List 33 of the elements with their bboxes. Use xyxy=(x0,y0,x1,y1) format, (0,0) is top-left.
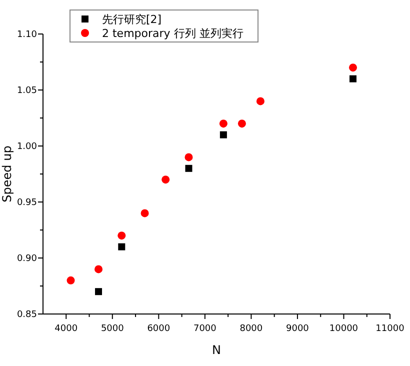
y-tick-label: 1.05 xyxy=(16,86,37,96)
point xyxy=(162,176,170,184)
point xyxy=(66,276,75,284)
x-tick-label: 9000 xyxy=(286,324,310,334)
point xyxy=(118,243,126,250)
y-tick-label: 0.95 xyxy=(16,198,37,208)
legend-label: 2 temporary 行列 並列実行 xyxy=(102,27,244,40)
point xyxy=(95,288,102,296)
point xyxy=(94,265,103,274)
point xyxy=(220,131,227,138)
point xyxy=(238,120,246,128)
x-tick-label: 11000 xyxy=(376,324,405,334)
y-tick-label: 0.90 xyxy=(16,254,38,264)
point xyxy=(140,209,149,218)
point xyxy=(118,232,126,240)
x-tick-label: 5000 xyxy=(100,324,124,334)
point xyxy=(185,164,192,172)
y-tick-label: 0.85 xyxy=(16,310,37,320)
x-tick-label: 10000 xyxy=(329,324,358,334)
point xyxy=(219,120,228,128)
x-tick-label: 4000 xyxy=(54,324,78,334)
point xyxy=(184,153,193,162)
x-tick-label: 8000 xyxy=(240,324,263,334)
y-tick-label: 1.00 xyxy=(16,142,38,152)
x-axis-title: N xyxy=(212,343,221,357)
point xyxy=(349,75,356,82)
point xyxy=(256,97,264,106)
x-tick-label: 7000 xyxy=(193,324,217,334)
point xyxy=(348,64,357,72)
x-tick-label: 6000 xyxy=(147,324,170,334)
y-axis-title: Speed up xyxy=(0,146,14,202)
legend-label: 先行研究[2] xyxy=(102,13,162,26)
y-tick-label: 1.10 xyxy=(16,30,38,40)
